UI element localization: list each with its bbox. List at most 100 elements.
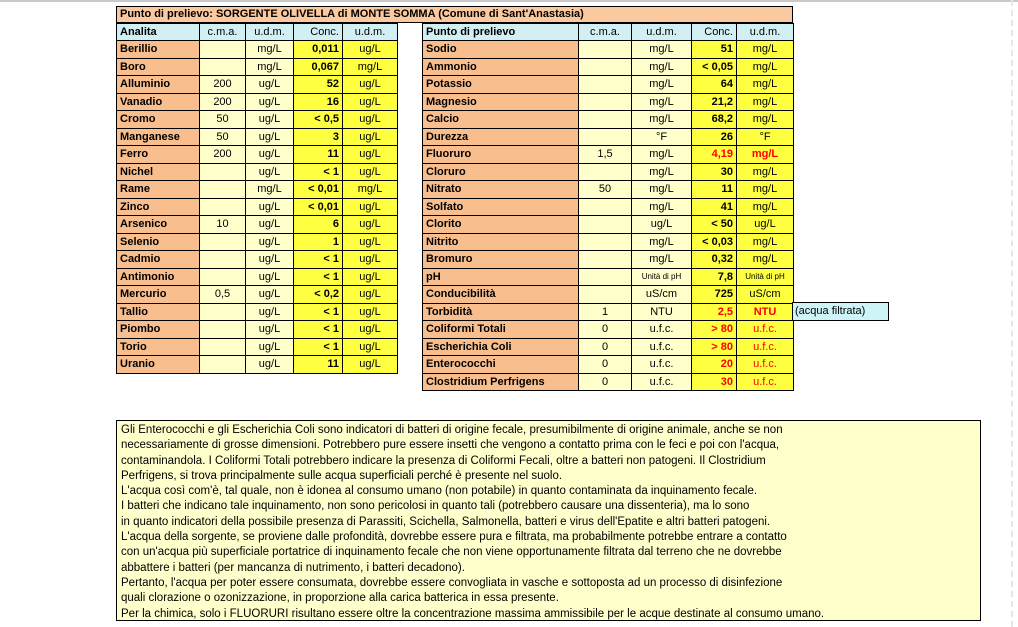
analyte-name-cell[interactable]: Magnesio: [422, 92, 579, 111]
conc-cell[interactable]: < 0,01: [293, 180, 343, 199]
udm-cell[interactable]: ug/L: [245, 320, 294, 339]
udm2-cell[interactable]: ug/L: [342, 267, 398, 286]
analyte-name-cell[interactable]: Solfato: [422, 197, 579, 216]
udm2-cell[interactable]: u.f.c.: [736, 355, 794, 374]
analyte-name-cell[interactable]: Durezza: [422, 127, 579, 146]
cma-cell[interactable]: 50: [199, 110, 246, 129]
analyte-name-cell[interactable]: Sodio: [422, 40, 579, 59]
analyte-name-cell[interactable]: Potassio: [422, 75, 579, 94]
cma-cell[interactable]: 200: [199, 75, 246, 94]
conc-cell[interactable]: < 0,03: [691, 232, 737, 251]
cma-cell[interactable]: [199, 267, 246, 286]
conc-cell[interactable]: 0,067: [293, 57, 343, 76]
analyte-name-cell[interactable]: Bromuro: [422, 250, 579, 269]
udm2-cell[interactable]: ug/L: [342, 127, 398, 146]
udm-cell[interactable]: ug/L: [245, 145, 294, 164]
udm2-cell[interactable]: mg/L: [736, 110, 794, 129]
udm-cell[interactable]: ug/L: [245, 110, 294, 129]
conc-cell[interactable]: 7,8: [691, 267, 737, 286]
column-header[interactable]: u.d.m.: [342, 23, 398, 41]
conc-cell[interactable]: 21,2: [691, 92, 737, 111]
udm-cell[interactable]: Unità di pH: [631, 267, 692, 286]
udm-cell[interactable]: uS/cm: [631, 285, 692, 304]
analyte-name-cell[interactable]: Enterococchi: [422, 355, 579, 374]
analyte-name-cell[interactable]: Nitrato: [422, 180, 579, 199]
analyte-name-cell[interactable]: Cromo: [116, 110, 200, 129]
udm-cell[interactable]: ug/L: [245, 250, 294, 269]
analyte-name-cell[interactable]: Uranio: [116, 355, 200, 374]
udm2-cell[interactable]: ug/L: [342, 250, 398, 269]
udm2-cell[interactable]: mg/L: [736, 232, 794, 251]
udm2-cell[interactable]: °F: [736, 127, 794, 146]
udm-cell[interactable]: mg/L: [631, 92, 692, 111]
cma-cell[interactable]: [578, 162, 632, 181]
udm2-cell[interactable]: u.f.c.: [736, 372, 794, 391]
udm-cell[interactable]: mg/L: [631, 57, 692, 76]
udm-cell[interactable]: ug/L: [245, 232, 294, 251]
udm-cell[interactable]: u.f.c.: [631, 372, 692, 391]
udm2-cell[interactable]: mg/L: [736, 75, 794, 94]
conc-cell[interactable]: 11: [691, 180, 737, 199]
udm2-cell[interactable]: ug/L: [342, 110, 398, 129]
analyte-name-cell[interactable]: Manganese: [116, 127, 200, 146]
cma-cell[interactable]: [578, 267, 632, 286]
conc-cell[interactable]: 0,32: [691, 250, 737, 269]
conc-cell[interactable]: 68,2: [691, 110, 737, 129]
conc-cell[interactable]: < 1: [293, 320, 343, 339]
column-header[interactable]: Analita: [116, 23, 200, 41]
udm2-cell[interactable]: ug/L: [342, 232, 398, 251]
cma-cell[interactable]: [578, 232, 632, 251]
analyte-name-cell[interactable]: Coliformi Totali: [422, 320, 579, 339]
cma-cell[interactable]: [578, 40, 632, 59]
udm2-cell[interactable]: ug/L: [342, 355, 398, 374]
udm-cell[interactable]: ug/L: [245, 127, 294, 146]
conc-cell[interactable]: > 80: [691, 320, 737, 339]
udm2-cell[interactable]: ug/L: [342, 285, 398, 304]
udm-cell[interactable]: NTU: [631, 302, 692, 321]
udm2-cell[interactable]: mg/L: [736, 40, 794, 59]
udm2-cell[interactable]: Unità di pH: [736, 267, 794, 286]
udm2-cell[interactable]: ug/L: [342, 197, 398, 216]
udm2-cell[interactable]: ug/L: [342, 320, 398, 339]
column-header[interactable]: u.d.m.: [736, 23, 794, 41]
analyte-name-cell[interactable]: Cloruro: [422, 162, 579, 181]
cma-cell[interactable]: 50: [199, 127, 246, 146]
udm-cell[interactable]: mg/L: [631, 40, 692, 59]
cma-cell[interactable]: 1: [578, 302, 632, 321]
udm2-cell[interactable]: mg/L: [342, 180, 398, 199]
udm-cell[interactable]: ug/L: [245, 75, 294, 94]
cma-cell[interactable]: [199, 355, 246, 374]
conc-cell[interactable]: < 1: [293, 337, 343, 356]
udm2-cell[interactable]: NTU: [736, 302, 794, 321]
column-header[interactable]: u.d.m.: [245, 23, 294, 41]
analyte-name-cell[interactable]: Torbidità: [422, 302, 579, 321]
cma-cell[interactable]: [199, 232, 246, 251]
cma-cell[interactable]: 200: [199, 145, 246, 164]
analyte-name-cell[interactable]: Mercurio: [116, 285, 200, 304]
filtered-water-note[interactable]: (acqua filtrata): [792, 302, 889, 321]
udm2-cell[interactable]: mg/L: [736, 162, 794, 181]
conc-cell[interactable]: 6: [293, 215, 343, 234]
column-header[interactable]: c.m.a.: [578, 23, 632, 41]
analyte-name-cell[interactable]: Selenio: [116, 232, 200, 251]
cma-cell[interactable]: [199, 57, 246, 76]
analyte-name-cell[interactable]: Vanadio: [116, 92, 200, 111]
udm-cell[interactable]: mg/L: [631, 197, 692, 216]
analyte-name-cell[interactable]: Clostridium Perfrigens: [422, 372, 579, 391]
conc-cell[interactable]: < 1: [293, 162, 343, 181]
conc-cell[interactable]: 725: [691, 285, 737, 304]
conc-cell[interactable]: 41: [691, 197, 737, 216]
udm-cell[interactable]: ug/L: [245, 267, 294, 286]
udm2-cell[interactable]: ug/L: [342, 75, 398, 94]
analyte-name-cell[interactable]: Zinco: [116, 197, 200, 216]
analyte-name-cell[interactable]: Arsenico: [116, 215, 200, 234]
udm2-cell[interactable]: ug/L: [342, 145, 398, 164]
udm-cell[interactable]: ug/L: [245, 197, 294, 216]
conc-cell[interactable]: 26: [691, 127, 737, 146]
cma-cell[interactable]: [578, 215, 632, 234]
analyte-name-cell[interactable]: Ammonio: [422, 57, 579, 76]
udm-cell[interactable]: u.f.c.: [631, 320, 692, 339]
udm-cell[interactable]: mg/L: [631, 75, 692, 94]
udm-cell[interactable]: ug/L: [245, 302, 294, 321]
column-header[interactable]: Punto di prelievo: [422, 23, 579, 41]
